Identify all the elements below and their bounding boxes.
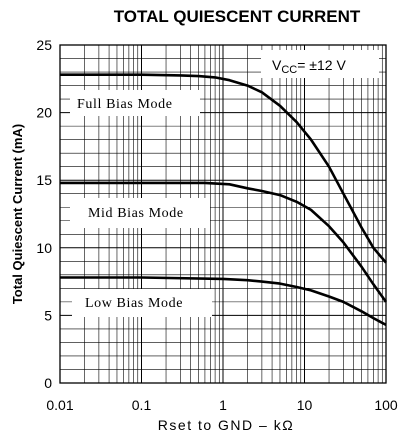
chart-title: TOTAL QUIESCENT CURRENT — [114, 7, 361, 26]
x-tick-label: 1 — [219, 397, 227, 413]
vcc-annotation-box — [261, 50, 379, 78]
vcc-prefix: V — [272, 57, 282, 73]
y-axis-ticks: 0 5 10 15 20 25 — [36, 37, 52, 391]
y-tick-label: 15 — [36, 172, 52, 188]
x-tick-label: 10 — [297, 397, 313, 413]
low-bias-label-box — [72, 289, 212, 317]
series-line-mid-bias-mode — [60, 181, 388, 303]
vcc-annotation: VCC= ±12 V — [272, 57, 346, 76]
x-tick-label: 0.1 — [132, 397, 152, 413]
vcc-subscript: CC — [281, 64, 297, 76]
y-tick-label: 25 — [36, 37, 52, 53]
x-tick-label: 100 — [374, 397, 398, 413]
x-axis-label: Rset to GND – kΩ — [158, 417, 294, 433]
y-tick-label: 10 — [36, 240, 52, 256]
series-line-low-bias-mode — [60, 276, 387, 327]
y-axis-label: Total Quiescent Current (mA) — [10, 124, 25, 304]
series-label-low-bias: Low Bias Mode — [85, 296, 183, 311]
series-line-full-bias-mode — [60, 73, 387, 264]
plot-frame — [59, 44, 387, 384]
y-tick-label: 5 — [44, 307, 52, 323]
full-bias-label-box — [70, 90, 200, 116]
series-lines — [60, 73, 388, 327]
mid-bias-label-box — [70, 198, 210, 228]
x-axis-ticks: 0.01 0.1 1 10 100 — [46, 397, 398, 413]
series-label-full-bias: Full Bias Mode — [77, 97, 173, 112]
y-tick-label: 20 — [36, 105, 52, 121]
vcc-suffix: = ±12 V — [297, 57, 346, 73]
y-tick-label: 0 — [44, 375, 52, 391]
series-label-mid-bias: Mid Bias Mode — [88, 206, 184, 221]
x-tick-label: 0.01 — [46, 397, 73, 413]
